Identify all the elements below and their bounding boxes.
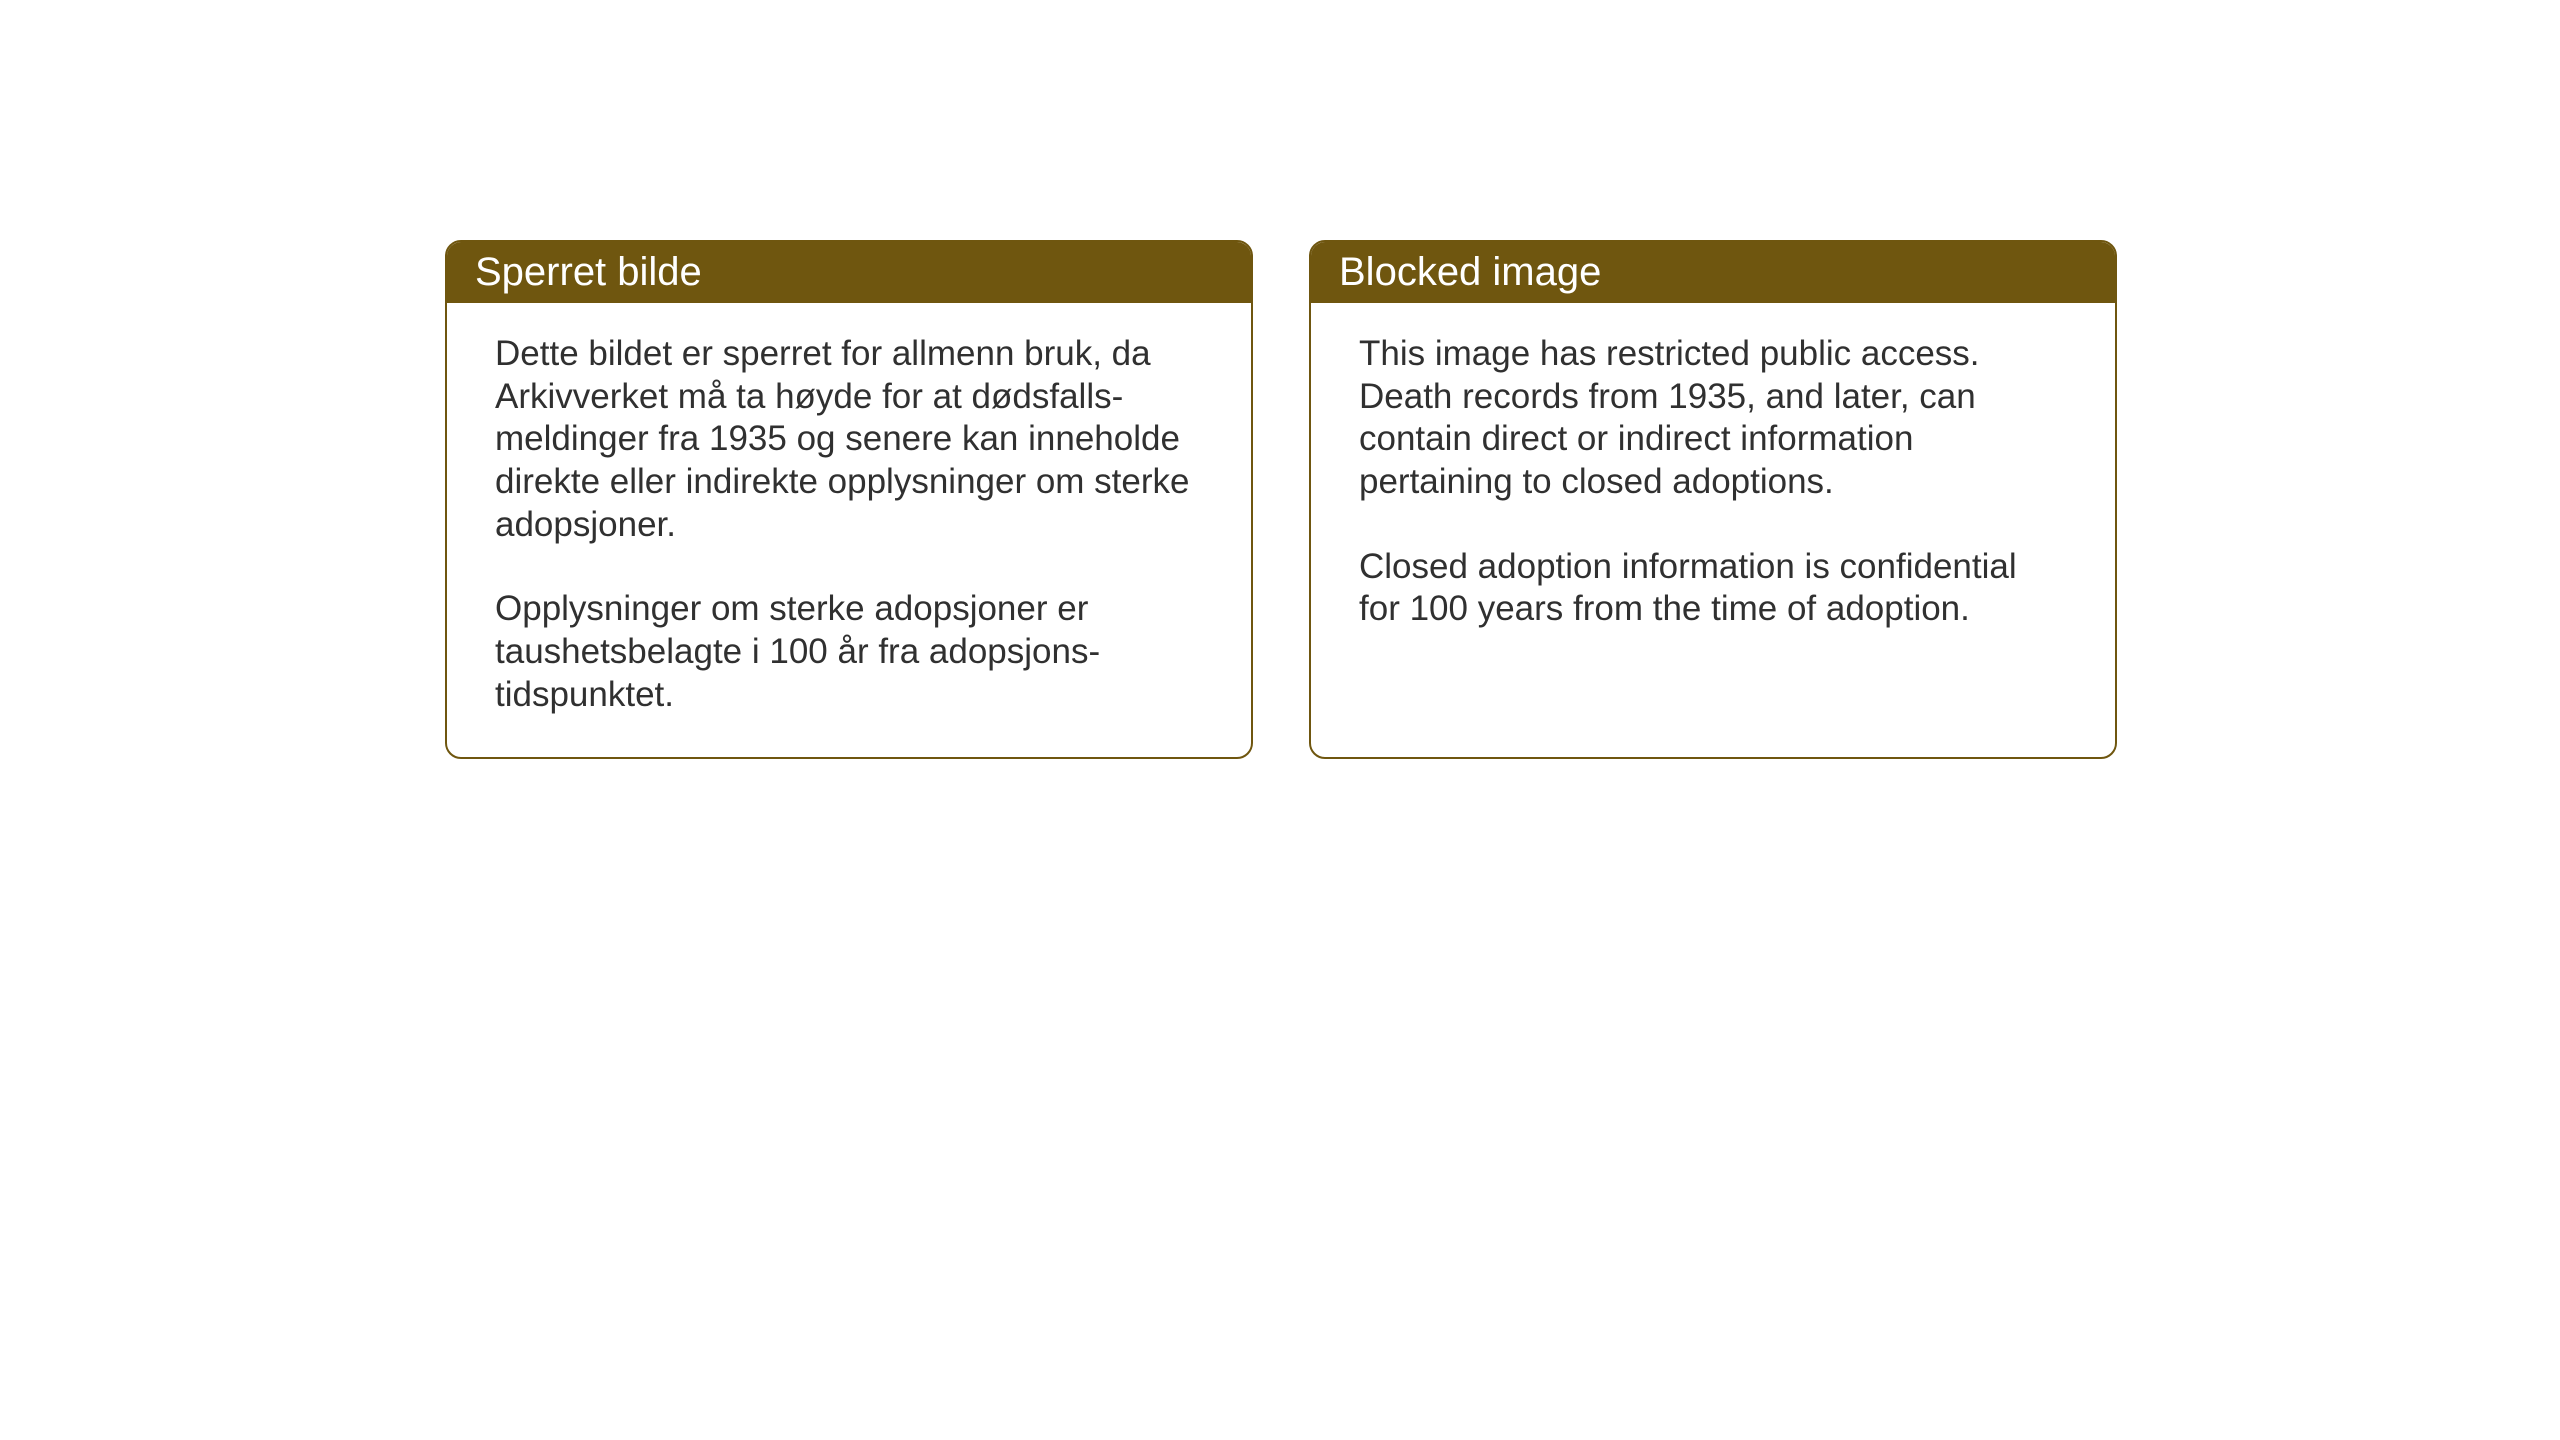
- card-paragraph-norwegian-1: Dette bildet er sperret for allmenn bruk…: [495, 333, 1203, 546]
- notice-card-english: Blocked image This image has restricted …: [1309, 240, 2117, 759]
- card-header-norwegian: Sperret bilde: [447, 242, 1251, 303]
- card-paragraph-norwegian-2: Opplysninger om sterke adopsjoner er tau…: [495, 588, 1203, 716]
- card-paragraph-english-1: This image has restricted public access.…: [1359, 333, 2067, 504]
- card-body-english: This image has restricted public access.…: [1311, 303, 2115, 743]
- card-title-english: Blocked image: [1339, 250, 1601, 294]
- card-body-norwegian: Dette bildet er sperret for allmenn bruk…: [447, 303, 1251, 757]
- card-header-english: Blocked image: [1311, 242, 2115, 303]
- card-title-norwegian: Sperret bilde: [475, 250, 702, 294]
- notice-container: Sperret bilde Dette bildet er sperret fo…: [445, 240, 2117, 759]
- card-paragraph-english-2: Closed adoption information is confident…: [1359, 546, 2067, 631]
- notice-card-norwegian: Sperret bilde Dette bildet er sperret fo…: [445, 240, 1253, 759]
